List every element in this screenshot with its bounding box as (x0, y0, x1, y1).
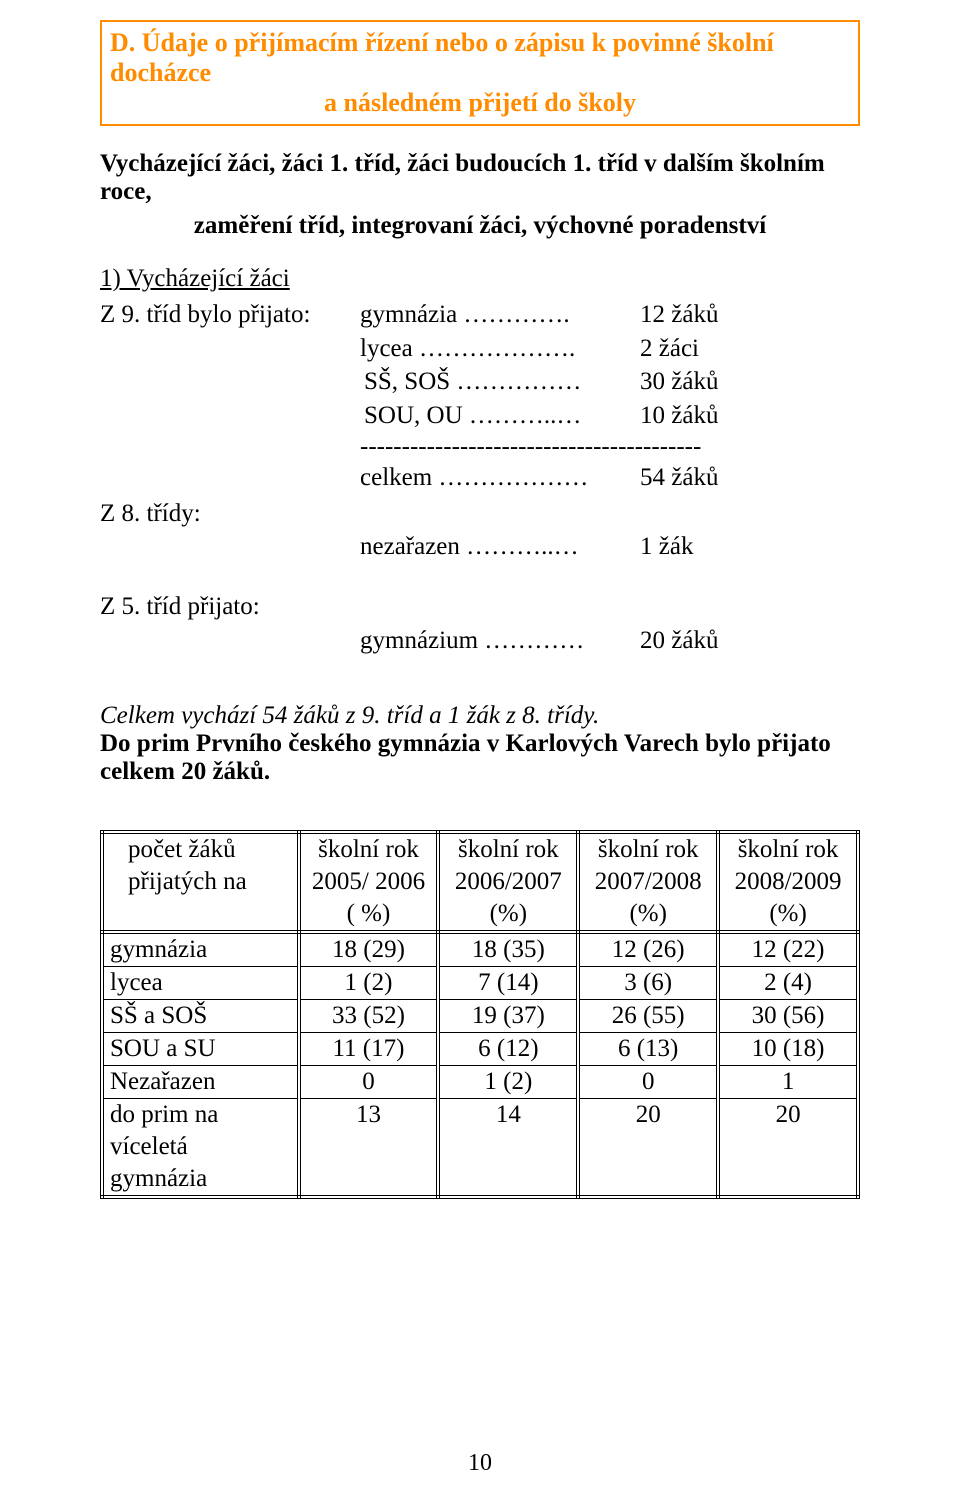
th-0-2: přijatých na (102, 866, 299, 898)
cell-1-2: 3 (6) (578, 966, 718, 999)
cell-2-2: 26 (55) (578, 999, 718, 1032)
th-1-3: ( %) (299, 898, 439, 932)
z8-label-row: Z 8. třídy: (100, 497, 860, 531)
z5-label: Z 5. tříd přijato: (100, 590, 360, 624)
z5-count: 20 žáků (640, 624, 860, 658)
z8-count: 1 žák (640, 530, 860, 564)
th-4-1: školní rok (718, 832, 858, 866)
row-label-3: SOU a SU (102, 1032, 299, 1065)
z9-row-0: Z 9. tříd bylo přijato: gymnázia …………. 1… (100, 298, 860, 332)
table-header-row2: přijatých na 2005/ 2006 2006/2007 2007/2… (102, 866, 858, 898)
table-row: SOU a SU 11 (17) 6 (12) 6 (13) 10 (18) (102, 1032, 858, 1065)
th-3-3: (%) (578, 898, 718, 932)
table-row: Nezařazen 0 1 (2) 0 1 (102, 1065, 858, 1098)
summary-block: Celkem vychází 54 žáků z 9. tříd a 1 žák… (100, 702, 860, 786)
z9-school-3: SOU, OU ………..… (360, 399, 640, 433)
cell-0-3: 12 (22) (718, 932, 858, 967)
cell-4-1: 1 (2) (438, 1065, 578, 1098)
th-0-1: počet žáků (102, 832, 299, 866)
section-header-line1: D. Údaje o přijímacím řízení nebo o zápi… (110, 28, 850, 88)
z5-row: gymnázium ………… 20 žáků (100, 624, 860, 658)
cell-5-0: 13 (299, 1098, 439, 1197)
th-3-2: 2007/2008 (578, 866, 718, 898)
row-label-5-sub1: víceletá (102, 1131, 299, 1163)
cell-5-2: 20 (578, 1098, 718, 1197)
cell-3-1: 6 (12) (438, 1032, 578, 1065)
cell-1-0: 1 (2) (299, 966, 439, 999)
cell-0-2: 12 (26) (578, 932, 718, 967)
table-row: gymnázia 18 (29) 18 (35) 12 (26) 12 (22) (102, 932, 858, 967)
subtitle-line2: zaměření tříd, integrovaní žáci, výchovn… (100, 212, 860, 240)
th-2-2: 2006/2007 (438, 866, 578, 898)
subtitle-line1: Vycházející žáci, žáci 1. tříd, žáci bud… (100, 150, 860, 206)
z9-row-1: lycea ………………. 2 žáci (100, 332, 860, 366)
summary-bold-2: celkem 20 žáků. (100, 758, 860, 786)
admissions-table: počet žáků školní rok školní rok školní … (100, 830, 860, 1199)
th-1-2: 2005/ 2006 (299, 866, 439, 898)
row-label-5-sub2: gymnázia (102, 1163, 299, 1197)
z9-label: Z 9. tříd bylo přijato: (100, 298, 360, 332)
th-2-1: školní rok (438, 832, 578, 866)
z8-label: Z 8. třídy: (100, 497, 360, 531)
th-3-1: školní rok (578, 832, 718, 866)
row-label-1: lycea (102, 966, 299, 999)
section-header-line2: a následném přijetí do školy (110, 88, 850, 118)
row-label-0: gymnázia (102, 932, 299, 967)
th-4-2: 2008/2009 (718, 866, 858, 898)
cell-1-1: 7 (14) (438, 966, 578, 999)
z9-school-1: lycea ………………. (360, 332, 640, 366)
z8-row: nezařazen ………..… 1 žák (100, 530, 860, 564)
z5-group: Z 5. tříd přijato: gymnázium ………… 20 žák… (100, 590, 860, 658)
th-2-3: (%) (438, 898, 578, 932)
row-label-4: Nezařazen (102, 1065, 299, 1098)
section-header-box: D. Údaje o přijímacím řízení nebo o zápi… (100, 20, 860, 126)
cell-0-0: 18 (29) (299, 932, 439, 967)
cell-5-3: 20 (718, 1098, 858, 1197)
z9-count-1: 2 žáci (640, 332, 860, 366)
table-row: SŠ a SOŠ 33 (52) 19 (37) 26 (55) 30 (56) (102, 999, 858, 1032)
cell-3-2: 6 (13) (578, 1032, 718, 1065)
cell-4-3: 1 (718, 1065, 858, 1098)
table-header-row3: ( %) (%) (%) (%) (102, 898, 858, 932)
cell-2-0: 33 (52) (299, 999, 439, 1032)
row-label-5: do prim na (102, 1098, 299, 1131)
z9-divider: ----------------------------------------… (360, 433, 860, 461)
cell-4-0: 0 (299, 1065, 439, 1098)
z5-school: gymnázium ………… (360, 624, 640, 658)
z9-total-school: celkem ……………… (360, 461, 640, 495)
table-header-row1: počet žáků školní rok školní rok školní … (102, 832, 858, 866)
z9-row-3: SOU, OU ………..… 10 žáků (100, 399, 860, 433)
cell-1-3: 2 (4) (718, 966, 858, 999)
table-row: lycea 1 (2) 7 (14) 3 (6) 2 (4) (102, 966, 858, 999)
z9-total-count: 54 žáků (640, 461, 860, 495)
z8-group: Z 8. třídy: nezařazen ………..… 1 žák (100, 497, 860, 565)
summary-bold-1: Do prim Prvního českého gymnázia v Karlo… (100, 730, 860, 758)
th-1-1: školní rok (299, 832, 439, 866)
z5-label-row: Z 5. tříd přijato: (100, 590, 860, 624)
z9-row-2: SŠ, SOŠ …………… 30 žáků (100, 365, 860, 399)
cell-3-3: 10 (18) (718, 1032, 858, 1065)
th-0-3 (102, 898, 299, 932)
z9-count-0: 12 žáků (640, 298, 860, 332)
row-label-2: SŠ a SOŠ (102, 999, 299, 1032)
cell-0-1: 18 (35) (438, 932, 578, 967)
cell-5-1: 14 (438, 1098, 578, 1197)
th-4-3: (%) (718, 898, 858, 932)
z9-count-2: 30 žáků (640, 365, 860, 399)
cell-2-3: 30 (56) (718, 999, 858, 1032)
table-row: do prim na 13 14 20 20 (102, 1098, 858, 1131)
z8-school: nezařazen ………..… (360, 530, 640, 564)
cell-2-1: 19 (37) (438, 999, 578, 1032)
z9-group: Z 9. tříd bylo přijato: gymnázia …………. 1… (100, 298, 860, 495)
cell-4-2: 0 (578, 1065, 718, 1098)
z9-school-2: SŠ, SOŠ …………… (360, 365, 640, 399)
page: D. Údaje o přijímacím řízení nebo o zápi… (0, 0, 960, 1507)
page-number: 10 (0, 1450, 960, 1477)
cell-3-0: 11 (17) (299, 1032, 439, 1065)
z9-school-0: gymnázia …………. (360, 298, 640, 332)
summary-italic: Celkem vychází 54 žáků z 9. tříd a 1 žák… (100, 702, 860, 730)
section1-label: 1) Vycházející žáci (100, 262, 290, 296)
z9-total-row: celkem ……………… 54 žáků (100, 461, 860, 495)
z9-count-3: 10 žáků (640, 399, 860, 433)
